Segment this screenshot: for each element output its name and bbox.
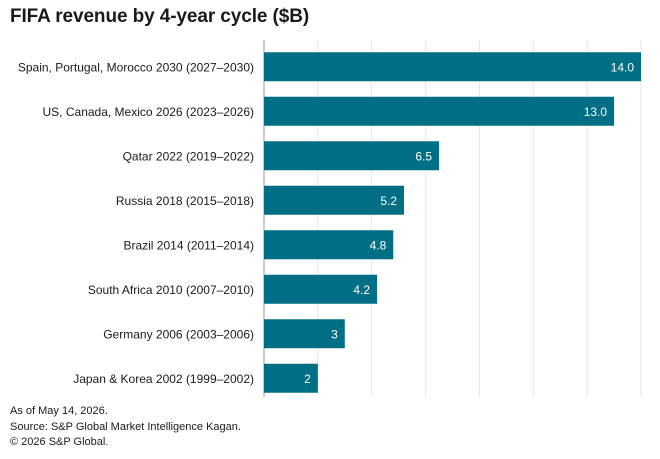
- category-label: Brazil 2014 (2011–2014): [123, 238, 254, 252]
- bar: [264, 96, 615, 126]
- bar: [264, 363, 318, 393]
- chart-title: FIFA revenue by 4-year cycle ($B): [10, 6, 310, 27]
- category-label: Russia 2018 (2015–2018): [116, 194, 254, 208]
- date-note: As of May 14, 2026.: [10, 405, 108, 417]
- bar-value-label: 13.0: [584, 105, 608, 119]
- bar: [264, 230, 394, 260]
- category-label: US, Canada, Mexico 2026 (2023–2026): [43, 105, 254, 119]
- bar: [264, 274, 378, 304]
- category-labels: Spain, Portugal, Morocco 2030 (2027–2030…: [18, 60, 254, 386]
- bar-value-label: 2: [304, 372, 311, 386]
- bar-value-label: 6.5: [415, 149, 432, 163]
- category-label: Qatar 2022 (2019–2022): [123, 149, 254, 163]
- bar-value-label: 14.0: [611, 60, 635, 74]
- bar: [264, 319, 345, 349]
- bar-chart: 14.0 13.0 6.5 5.2 4.8 4.2 3 2 Spain, Portugal, …: [18, 40, 642, 397]
- bar-value-label: 5.2: [380, 194, 397, 208]
- bar: [264, 141, 440, 171]
- category-label: South Africa 2010 (2007–2010): [88, 283, 254, 297]
- bar-value-label: 4.2: [353, 283, 370, 297]
- bar-value-label: 4.8: [370, 238, 387, 252]
- chart-footer: As of May 14, 2026. Source: S&P Global M…: [10, 404, 241, 451]
- category-label: Japan & Korea 2002 (1999–2002): [73, 372, 254, 386]
- category-label: Spain, Portugal, Morocco 2030 (2027–2030…: [18, 60, 254, 74]
- bar: [264, 185, 405, 215]
- gridlines: [317, 40, 642, 397]
- bar-value-label: 3: [331, 327, 338, 341]
- source-note: Source: S&P Global Market Intelligence K…: [10, 420, 241, 433]
- copyright-note: © 2026 S&P Global.: [10, 436, 109, 448]
- category-label: Germany 2006 (2003–2006): [103, 327, 254, 341]
- bar: [264, 52, 641, 82]
- bars: 14.0 13.0 6.5 5.2 4.8 4.2 3 2: [264, 52, 641, 393]
